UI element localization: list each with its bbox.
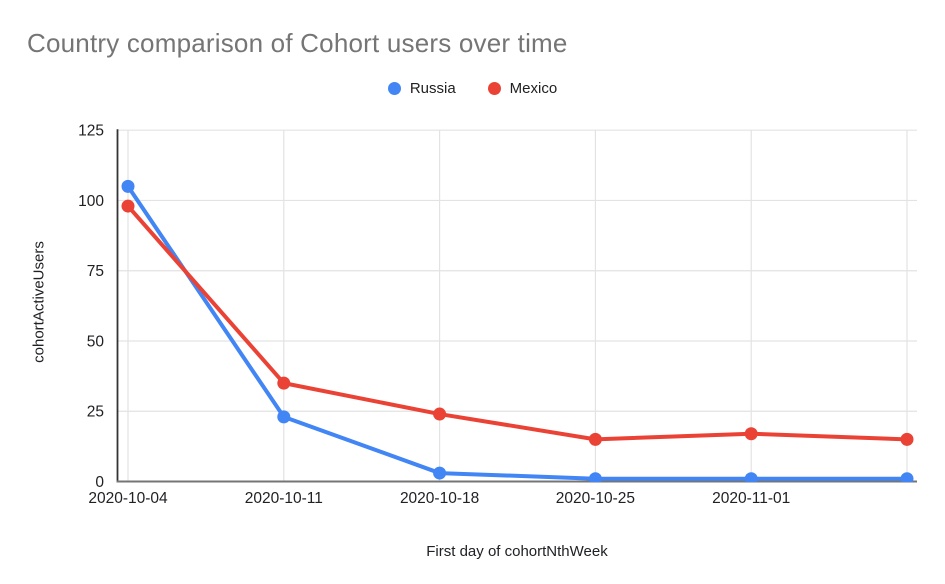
y-tick-label: 50 [87, 333, 105, 350]
data-point-mexico [277, 376, 291, 390]
data-point-russia [744, 472, 758, 482]
y-tick-label: 100 [78, 193, 104, 210]
series-mexico [121, 199, 914, 446]
data-point-mexico [433, 407, 447, 421]
series-line-russia [126, 184, 909, 481]
x-tick-label: 2020-10-18 [400, 490, 479, 507]
legend-swatch-mexico [487, 81, 501, 95]
data-point-mexico [588, 432, 602, 446]
x-tick-label: 2020-11-01 [712, 490, 790, 507]
y-tick-label: 0 [95, 474, 104, 491]
data-point-russia [588, 472, 602, 482]
y-axis-title: cohortActiveUsers [30, 241, 48, 363]
x-tick-label: 2020-10-04 [88, 490, 168, 507]
data-point-russia [121, 179, 135, 193]
legend-label: Russia [409, 79, 456, 97]
legend-label: Mexico [509, 79, 558, 97]
data-point-russia [900, 472, 914, 482]
legend-swatch-russia [387, 81, 401, 95]
legend-item-russia[interactable]: Russia [387, 79, 456, 97]
y-tick-label: 75 [87, 263, 104, 280]
data-point-mexico [744, 427, 758, 441]
data-point-mexico [900, 432, 914, 446]
data-point-russia [277, 410, 291, 424]
chart-title: Country comparison of Cohort users over … [27, 28, 568, 58]
x-tick-label: 2020-10-25 [556, 490, 635, 507]
x-tick-label: 2020-10-11 [245, 490, 323, 507]
data-point-russia [433, 466, 447, 480]
y-tick-label: 125 [78, 123, 104, 140]
y-tick-label: 25 [87, 404, 104, 421]
data-point-mexico [121, 199, 135, 213]
legend-item-mexico[interactable]: Mexico [487, 79, 558, 97]
series-line-mexico [126, 204, 909, 442]
series-russia [121, 179, 914, 482]
x-axis-title: First day of cohortNthWeek [426, 543, 608, 560]
legend: Russia Mexico [0, 78, 945, 98]
